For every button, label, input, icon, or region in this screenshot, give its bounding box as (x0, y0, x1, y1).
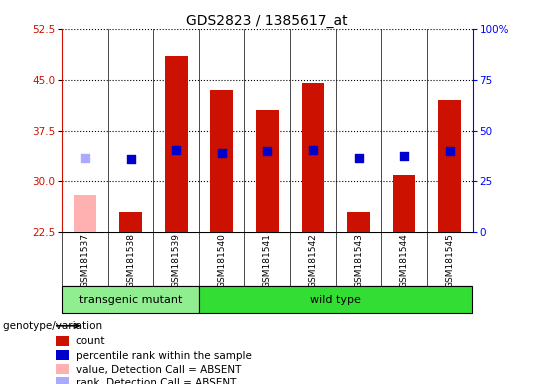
Title: GDS2823 / 1385617_at: GDS2823 / 1385617_at (186, 14, 348, 28)
Text: GSM181544: GSM181544 (400, 233, 409, 288)
Text: percentile rank within the sample: percentile rank within the sample (76, 351, 252, 361)
Point (172, 147, 180, 153)
Text: genotype/variation: genotype/variation (3, 321, 105, 331)
Text: GSM181543: GSM181543 (354, 233, 363, 288)
Point (446, 148, 454, 154)
Text: GSM181542: GSM181542 (308, 233, 318, 288)
Bar (199, 286, 472, 313)
Bar (56, 350, 69, 360)
Text: GSM181539: GSM181539 (172, 233, 180, 288)
Text: value, Detection Call = ABSENT: value, Detection Call = ABSENT (76, 365, 241, 375)
Bar (73, 195, 96, 232)
Text: transgenic mutant: transgenic mutant (79, 295, 182, 305)
Point (80, 155, 89, 161)
Bar (62, 286, 199, 313)
Point (126, 156, 135, 162)
Text: GSM181540: GSM181540 (217, 233, 226, 288)
Bar (165, 56, 187, 232)
Point (263, 148, 272, 154)
Bar (210, 90, 233, 232)
Point (354, 155, 363, 161)
Bar (56, 336, 69, 346)
Bar (347, 212, 370, 232)
Bar (301, 83, 325, 232)
Bar (438, 100, 461, 232)
Bar (119, 212, 142, 232)
Text: GSM181538: GSM181538 (126, 233, 135, 288)
Text: count: count (76, 336, 105, 346)
Point (400, 153, 408, 159)
Bar (56, 364, 69, 374)
Text: rank, Detection Call = ABSENT: rank, Detection Call = ABSENT (76, 377, 236, 384)
Bar (56, 377, 69, 384)
Text: wild type: wild type (310, 295, 361, 305)
Text: GSM181545: GSM181545 (445, 233, 454, 288)
Point (218, 150, 226, 156)
Bar (393, 175, 415, 232)
Bar (256, 110, 279, 232)
Point (308, 147, 317, 153)
Text: GSM181541: GSM181541 (263, 233, 272, 288)
Text: GSM181537: GSM181537 (80, 233, 90, 288)
